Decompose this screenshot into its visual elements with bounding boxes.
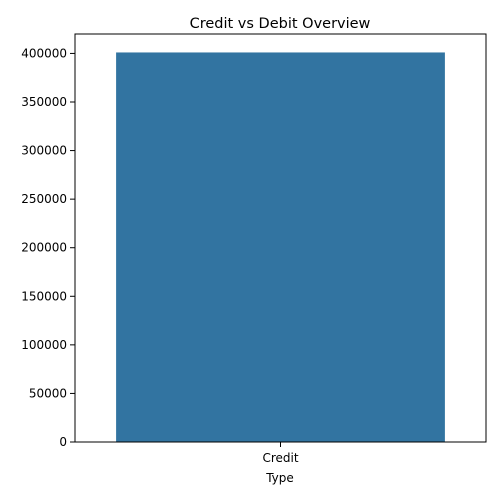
y-tick-label: 400000 [21,46,67,60]
y-tick-label: 50000 [29,386,67,400]
y-tick-label: 0 [59,435,67,449]
x-axis-label: Type [265,471,294,485]
x-axis-ticks: Credit [262,442,299,465]
y-tick-label: 100000 [21,338,67,352]
y-axis-ticks: 0 50000 100000 150000 200000 250000 300000 3500… [21,46,75,449]
y-tick-label: 200000 [21,241,67,255]
x-tick-label: Credit [262,451,298,465]
bars [116,52,445,442]
bar-credit [116,52,445,442]
chart-title: Credit vs Debit Overview [190,16,371,32]
y-tick-label: 150000 [21,289,67,303]
y-tick-label: 350000 [21,95,67,109]
y-tick-label: 250000 [21,192,67,206]
axes-frame [74,33,487,443]
y-tick-label: 300000 [21,144,67,158]
